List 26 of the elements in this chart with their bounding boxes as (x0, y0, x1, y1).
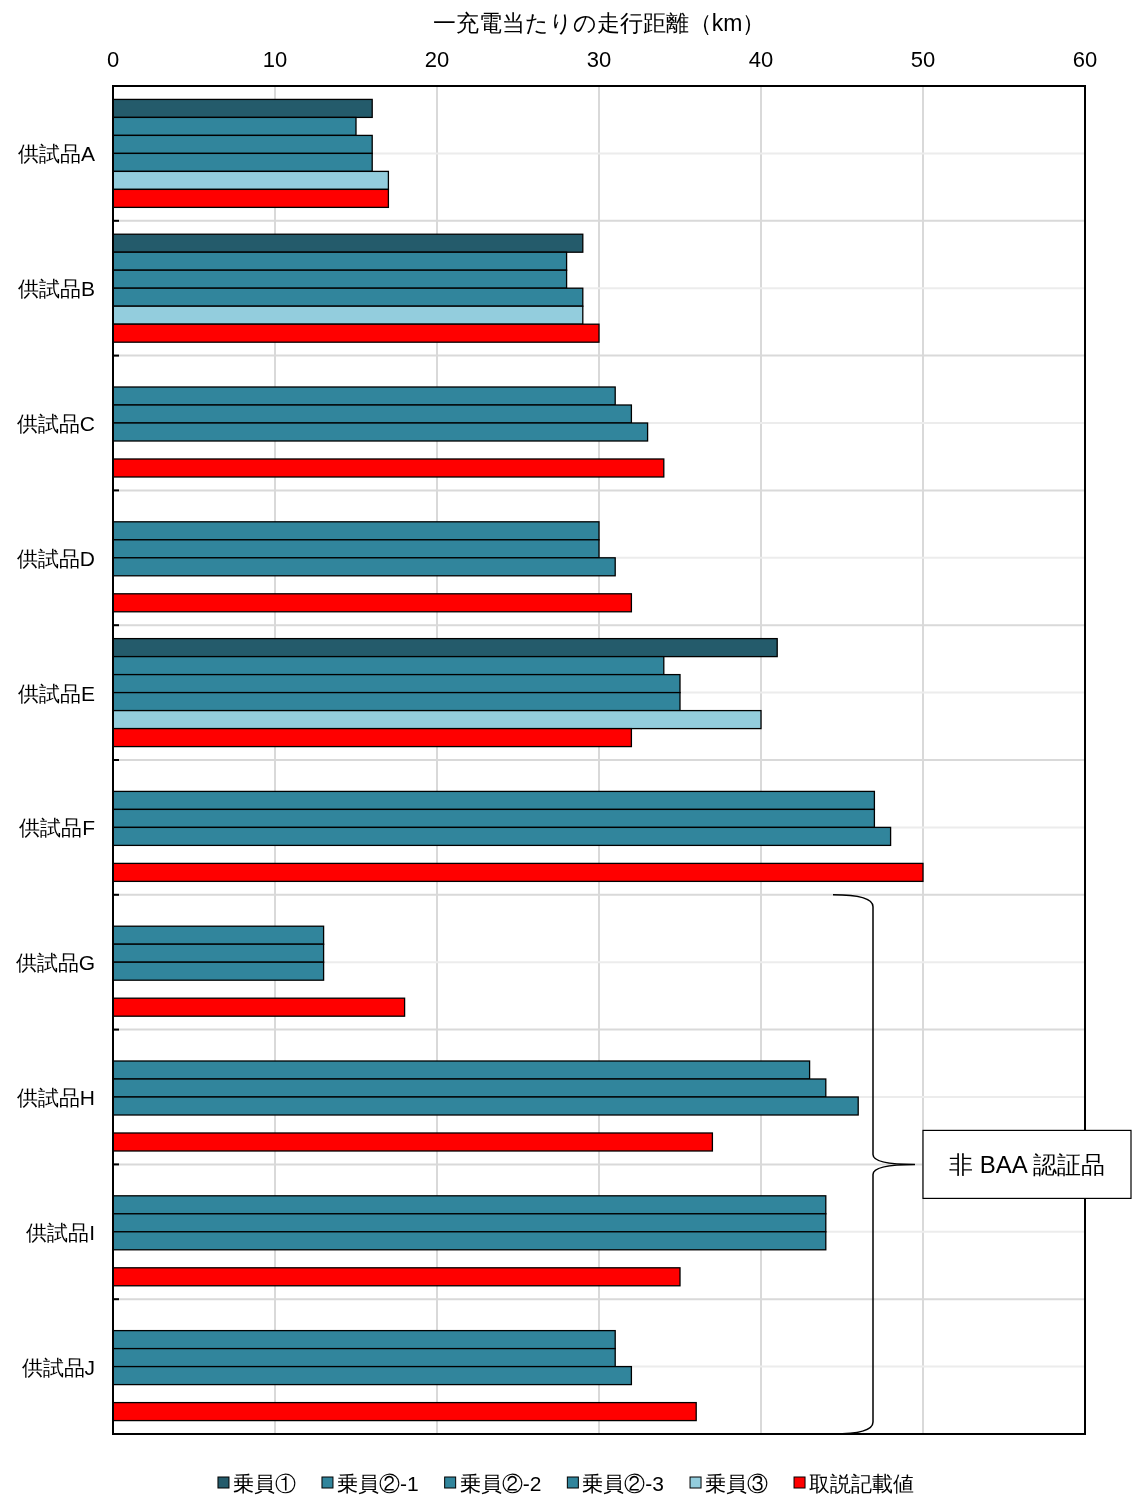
x-tick-label: 50 (910, 47, 936, 72)
y-tick-label: 供試品C (16, 412, 95, 435)
x-tick-label: 40 (748, 47, 774, 72)
x-axis-title: 一充電当たりの走行距離（km） (432, 10, 766, 36)
legend-label: 取説記載値 (809, 1472, 915, 1495)
legend-label: 乗員③ (705, 1472, 769, 1495)
legend-label: 乗員②-3 (582, 1472, 665, 1495)
x-tick-label: 30 (586, 47, 612, 72)
y-tick-label: 供試品D (16, 546, 95, 570)
y-tick-label: 供試品J (21, 1355, 95, 1379)
x-tick-label: 0 (106, 47, 120, 72)
y-tick-label: 供試品I (26, 1220, 95, 1244)
x-tick-label: 60 (1072, 47, 1098, 72)
y-tick-label: 供試品E (17, 681, 95, 705)
x-tick-label: 10 (262, 47, 288, 72)
note-box: 非 BAA 認証品 (922, 1129, 1132, 1199)
legend-label: 乗員②-1 (336, 1472, 419, 1495)
y-tick-label: 供試品G (15, 951, 95, 975)
y-tick-label: 供試品H (16, 1086, 95, 1109)
y-tick-label: 供試品F (19, 816, 95, 840)
legend-label: 乗員②-2 (459, 1472, 542, 1495)
annotation: 非 BAA 認証品 (948, 1151, 1106, 1179)
y-tick-label: 供試品A (17, 142, 95, 166)
y-tick-label: 供試品B (17, 277, 95, 301)
legend-label: 乗員① (232, 1472, 296, 1495)
x-tick-label: 20 (424, 47, 450, 72)
